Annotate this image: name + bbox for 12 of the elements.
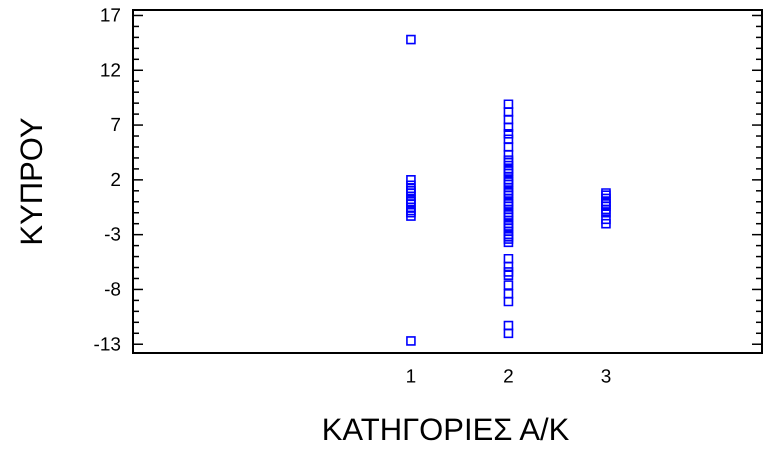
y-tick-label: -13 <box>94 334 121 356</box>
x-axis-title: ΚΑΤΗΓΟΡΙΕΣ Α/Κ <box>322 412 570 447</box>
y-tick-label: -8 <box>104 280 121 301</box>
y-tick-label: 2 <box>110 170 121 191</box>
x-tick-label: 1 <box>406 366 416 388</box>
x-tick-label: 3 <box>600 366 612 388</box>
y-tick-label: 7 <box>110 115 121 136</box>
x-tick-label: 2 <box>503 366 514 388</box>
y-tick-label: 12 <box>100 60 121 82</box>
y-axis-title: ΚΥΠΡΟΥ <box>14 117 49 246</box>
y-tick-label: 17 <box>100 6 121 27</box>
y-tick-label: -3 <box>104 224 121 246</box>
